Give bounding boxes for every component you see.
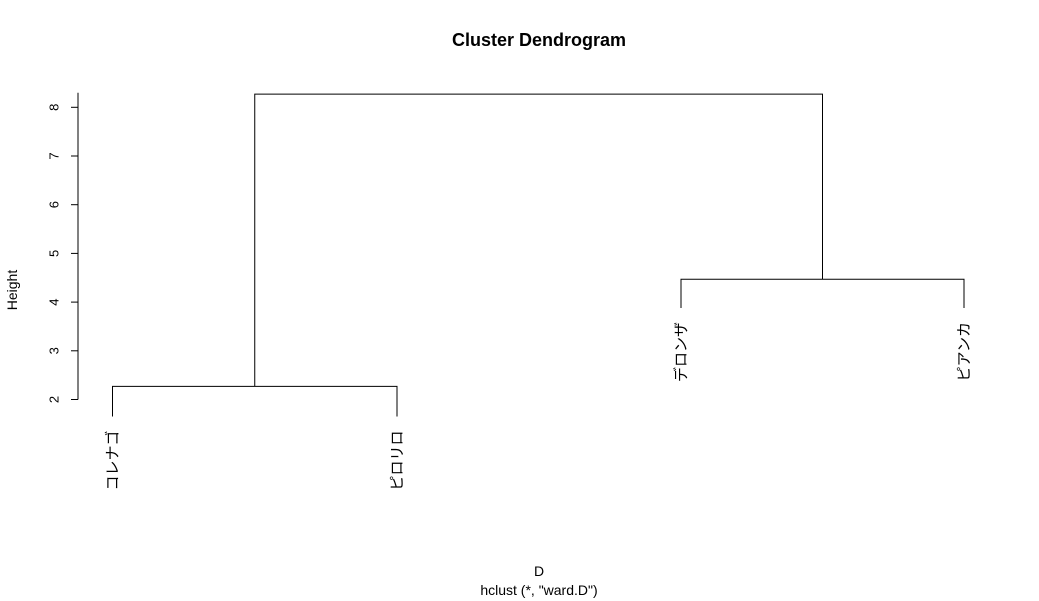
merge-3 xyxy=(254,93,823,387)
y-tick-label: 8 xyxy=(47,104,62,111)
x-axis-label: D xyxy=(534,563,544,579)
leaf-label: デロンザ xyxy=(672,322,690,382)
leaf-label: ピアンカ xyxy=(955,322,973,381)
y-axis: 2 3 4 5 6 7 8 xyxy=(47,92,79,403)
leaf-label: ピロリロ xyxy=(388,431,406,491)
merge-1 xyxy=(112,385,398,417)
y-tick-label: 2 xyxy=(47,396,62,403)
leaf-label: コレナゴ xyxy=(104,431,122,491)
y-tick-label: 7 xyxy=(47,152,62,159)
chart-title: Cluster Dendrogram xyxy=(452,30,626,50)
y-tick-label: 5 xyxy=(47,250,62,257)
dendrogram-tree xyxy=(112,93,965,417)
y-tick-label: 3 xyxy=(47,347,62,354)
y-tick-label: 6 xyxy=(47,201,62,208)
leaf-labels: コレナゴ ピロリロ デロンザ ピアンカ xyxy=(104,322,974,491)
y-tick-label: 4 xyxy=(47,298,62,305)
y-axis-label: Height xyxy=(4,270,20,311)
merge-2 xyxy=(680,278,965,308)
chart-subtitle: hclust (*, "ward.D") xyxy=(480,582,597,598)
